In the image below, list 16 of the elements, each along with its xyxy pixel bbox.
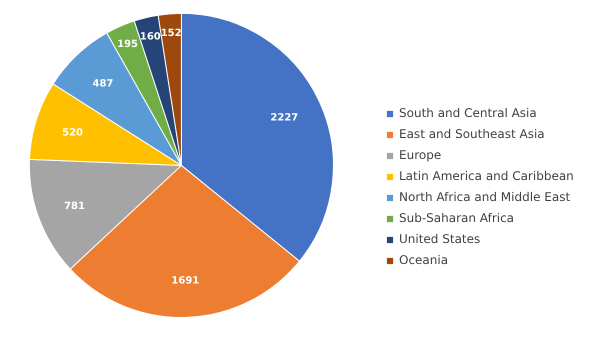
data-label: 487 xyxy=(92,78,114,90)
legend-label: Oceania xyxy=(399,253,448,267)
data-label: 160 xyxy=(140,31,161,42)
data-label: 195 xyxy=(117,38,138,50)
data-label: 152 xyxy=(160,28,182,40)
data-label: 520 xyxy=(62,127,84,138)
data-label: 2227 xyxy=(270,112,298,124)
legend-label: East and Southeast Asia xyxy=(399,127,545,141)
legend-label: South and Central Asia xyxy=(399,106,537,120)
legend-label: Sub-Saharan Africa xyxy=(399,211,514,225)
legend-label: Europe xyxy=(399,148,442,162)
data-label: 1691 xyxy=(171,275,200,286)
data-label: 781 xyxy=(64,201,85,212)
legend-label: North Africa and Middle East xyxy=(399,190,570,204)
legend-label: Latin America and Caribbean xyxy=(399,169,574,183)
legend-label: United States xyxy=(399,232,480,246)
